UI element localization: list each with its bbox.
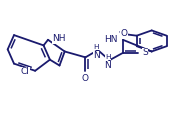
Text: S: S — [142, 48, 148, 57]
Text: H: H — [105, 54, 111, 60]
Text: O: O — [82, 74, 89, 83]
Text: Cl: Cl — [21, 67, 29, 76]
Text: NH: NH — [52, 34, 66, 43]
Text: O: O — [121, 29, 128, 38]
Text: H: H — [94, 44, 99, 50]
Text: HN: HN — [104, 35, 118, 44]
Text: N: N — [93, 51, 100, 60]
Text: N: N — [104, 61, 111, 70]
